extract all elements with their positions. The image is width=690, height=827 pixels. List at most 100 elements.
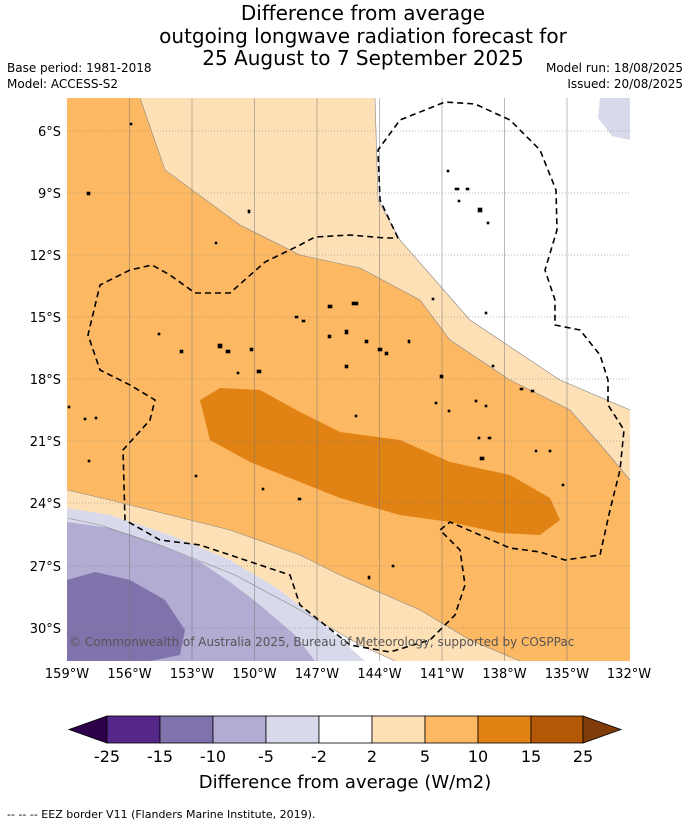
island [247,209,251,214]
colorbar-bin-p2-p5 [371,715,426,744]
lat-label: 12°S [30,249,61,264]
colorbar-under-arrow [67,715,108,744]
island [465,187,470,191]
lon-label: 150°W [232,667,276,682]
island [474,399,478,403]
island [129,122,133,126]
island [407,339,411,344]
title-line-1: Difference from average [240,1,486,25]
island [301,319,306,323]
islands [67,122,565,580]
colorbar-label: -2 [311,747,327,766]
colorbar-bin-lt-m15 [106,715,161,744]
island [294,315,299,319]
colorbar-bin-p10-p15 [477,715,532,744]
colorbar-label: 15 [521,747,541,766]
map-lat-gridlines [67,130,630,629]
longitude-labels: 159°W 156°W 153°W 150°W 147°W 144°W 141°… [45,667,651,682]
colorbar-label: 25 [573,747,593,766]
eez-border-cook-islands-french-polynesia [87,101,625,653]
island [431,297,435,301]
island [367,575,371,580]
lon-label: 156°W [107,667,151,682]
island [364,339,369,344]
island [561,483,565,487]
island [261,487,265,491]
chart-title: Difference from average outgoing longwav… [0,2,690,70]
island [519,387,524,391]
island [434,401,438,405]
lat-label: 15°S [30,311,61,326]
anomaly-m10-to-m15-region [67,572,185,661]
lon-label: 144°W [357,667,401,682]
island [217,343,223,349]
lon-label: 147°W [295,667,339,682]
island [446,169,450,173]
lat-label: 27°S [30,560,61,575]
island [384,351,389,356]
copyright-text: © Commonwealth of Australia 2025, Bureau… [69,635,574,649]
contour-lines [67,98,630,661]
island [256,369,262,374]
lat-label: 21°S [30,435,61,450]
island [486,221,490,225]
colorbar-label: 2 [367,747,377,766]
island [249,347,254,352]
island [297,497,302,501]
model-run: Model run: 18/08/2025 [545,61,683,75]
island [479,456,485,461]
island [157,332,161,336]
eez-borders [87,101,625,653]
island [86,191,91,196]
colorbar-label: -15 [147,747,173,766]
model-name: Model: ACCESS-S2 [7,77,119,91]
island [491,364,495,368]
meta-right: Model run: 18/08/2025 Issued: 20/08/2025 [546,60,683,92]
island [457,199,461,203]
island [194,474,198,478]
island [447,409,451,413]
latitude-labels: 6°S 9°S 12°S 15°S 18°S 21°S 24°S 27°S 30… [30,125,61,637]
island [377,347,383,352]
title-line-2: outgoing longwave radiation forecast for [159,23,567,48]
title-line-3: 25 August to 7 September 2025 [202,46,524,70]
colorbar-label: 5 [420,747,430,766]
island [236,371,240,375]
map-field: © Commonwealth of Australia 2025, Bureau… [67,98,630,661]
island [83,417,87,421]
lon-label: 141°W [420,667,464,682]
lon-label: 153°W [170,667,214,682]
anomaly-10-to-15-region [200,388,560,535]
map-gridlines [129,98,568,661]
colorbar-labels: -25 -15 -10 -5 -2 2 5 10 15 25 [94,747,593,766]
island [344,364,349,369]
island [391,564,395,568]
island [530,389,535,393]
island [351,301,359,306]
lat-label: 6°S [38,125,61,140]
lat-label: 9°S [38,187,61,202]
colorbar-label: -25 [94,747,120,766]
island [87,459,91,463]
colorbar-label: -10 [200,747,226,766]
lat-label: 30°S [30,622,61,637]
island [454,187,460,191]
island [327,334,332,339]
island [439,374,444,379]
island [94,416,98,420]
island [344,329,349,335]
colorbar-over-arrow [582,715,623,744]
colorbar-bin-m2-p2 [318,715,373,744]
island [484,311,488,315]
colorbar-title: Difference from average (W/m2) [199,772,491,793]
lon-label: 138°W [482,667,526,682]
issued-date: Issued: 20/08/2025 [567,77,683,91]
meta-left: Base period: 1981-2018 Model: ACCESS-S2 [7,60,152,92]
colorbar: -25 -15 -10 -5 -2 2 5 10 15 25 Differenc… [67,715,623,793]
island [534,449,538,453]
island [354,414,358,418]
colorbar-label: 10 [468,747,488,766]
island [487,436,492,440]
island [225,349,231,354]
colorbar-bin-m10-m5 [212,715,267,744]
